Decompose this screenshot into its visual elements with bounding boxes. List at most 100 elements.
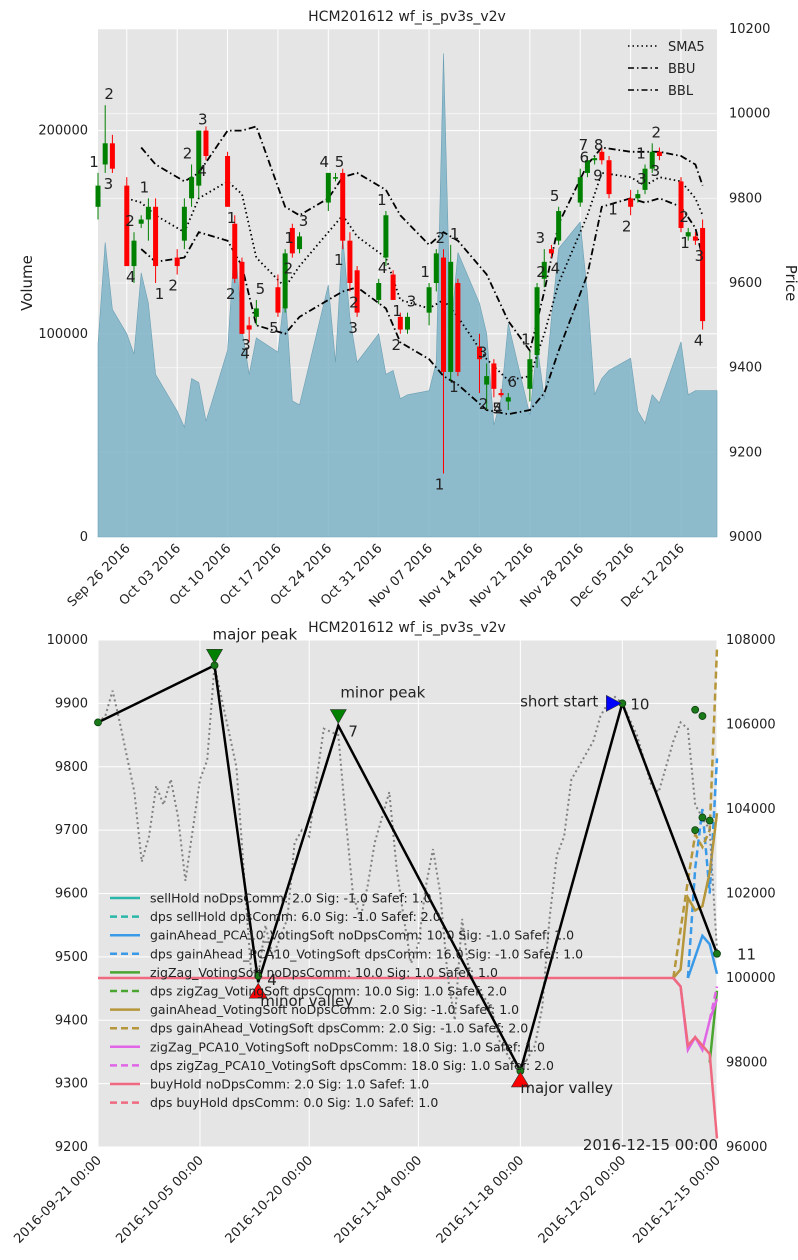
candle-label: 5 — [492, 399, 502, 417]
candle-label: 2 — [436, 229, 446, 247]
candle-body — [527, 359, 533, 389]
annotations: major peak minor valley 4 minor peak 7 major … — [213, 625, 757, 1097]
legend-item: dps sellHold dpsComm: 6.0 Sig: -1.0 Safe… — [150, 909, 441, 924]
candle-label: 6 — [507, 373, 517, 391]
candle-label: 1 — [377, 191, 387, 209]
candle-body — [246, 325, 252, 330]
legend-item: zigZag_VotingSoft noDpsComm: 10.0 Sig: 1… — [150, 965, 498, 980]
candle-body — [541, 261, 547, 279]
candle-label: 1 — [284, 229, 294, 247]
annotation-4: 4 — [267, 971, 277, 989]
candle-label: 4 — [694, 332, 704, 350]
candle-label: 2 — [622, 217, 632, 235]
candle-body — [347, 240, 353, 283]
candle-body — [109, 143, 115, 169]
candle-body — [685, 232, 691, 237]
candle-body — [232, 223, 238, 279]
candle-body — [455, 283, 461, 372]
candle-body — [124, 185, 130, 267]
candle-body — [642, 168, 648, 190]
candle-body — [354, 270, 360, 313]
legend-item-bbu: BBU — [668, 62, 695, 77]
candle-body — [138, 219, 144, 224]
candle-label: 1 — [521, 331, 531, 349]
candle-body — [556, 211, 562, 241]
y2-tick-label: 9400 — [729, 361, 762, 376]
candle-label: 3 — [198, 111, 208, 129]
candle-label: 1 — [449, 378, 459, 396]
annotation-short-start: short start — [520, 692, 598, 710]
candle-label: 6 — [579, 149, 589, 167]
y2-tick-label: 104000 — [726, 802, 776, 817]
candle-label: 2 — [104, 85, 114, 103]
right-triangle-marker — [606, 694, 622, 712]
candle-body — [498, 393, 504, 396]
equity-series — [98, 648, 719, 1139]
candle-label: 3 — [535, 229, 545, 247]
y2-tick-label: 96000 — [726, 1140, 767, 1155]
series-line-9 — [708, 986, 719, 1021]
candle-label: 4 — [320, 153, 330, 171]
candle-label: 1 — [334, 251, 344, 269]
candle-label: 4 — [493, 399, 503, 417]
candle-body — [340, 172, 346, 241]
signal-dot — [698, 712, 707, 720]
candle-body — [484, 376, 490, 385]
y-tick-label: 200000 — [38, 124, 88, 139]
candle-label: 2 — [168, 277, 178, 295]
candle-body — [606, 160, 612, 195]
up-triangle-marker — [510, 1071, 530, 1088]
legend: sellHold noDpsComm: 2.0 Sig: -1.0 Safef:… — [110, 891, 583, 1110]
annotation-10: 10 — [630, 695, 649, 713]
candle-label: 2 — [226, 285, 236, 303]
candle-body — [635, 194, 641, 199]
y2-tick-label: 9000 — [729, 530, 762, 545]
chart-title: HCM201612 wf_is_pv3s_v2v — [308, 620, 506, 636]
price-line — [97, 665, 718, 1073]
candle-label: 5 — [550, 187, 560, 205]
y2-tick-label: 9600 — [729, 276, 762, 291]
candle-body — [102, 143, 108, 165]
candle-label: 3 — [695, 247, 705, 265]
candle-label: 2 — [392, 336, 402, 354]
y2-tick-label: 9200 — [729, 445, 762, 460]
y2-tick-label: 10000 — [729, 107, 770, 122]
legend-item: gainAhead_PCA10_VotingSoft noDpsComm: 10… — [150, 928, 574, 943]
candle-body — [649, 151, 655, 169]
y-axis-label: Volume — [18, 255, 36, 311]
legend-item-bbl: BBL — [668, 84, 694, 99]
signal-dot — [94, 718, 102, 727]
signal-dot — [691, 705, 700, 714]
candle-label: 2 — [349, 293, 359, 311]
y-tick-label: 9200 — [55, 1140, 88, 1155]
candle-body — [376, 283, 382, 300]
series-line-2 — [686, 933, 719, 979]
candle-label: 3 — [241, 336, 251, 354]
series-line-7 — [672, 648, 719, 979]
candle-body — [333, 177, 339, 179]
legend-item: gainAhead_VotingSoft noDpsComm: 2.0 Sig:… — [150, 1002, 519, 1017]
candle-label: 4 — [197, 162, 207, 180]
candle-body — [131, 240, 137, 267]
y-tick-label: 9900 — [55, 696, 88, 711]
series-line-10 — [98, 976, 719, 1139]
annotation-11: 11 — [737, 946, 756, 964]
volume-area — [97, 53, 718, 538]
signal-dot — [713, 949, 721, 958]
candle-body — [390, 274, 396, 300]
signal-dot — [254, 971, 263, 980]
candle-label: 1 — [392, 302, 402, 320]
y2-tick-label: 9800 — [729, 191, 762, 206]
annotation-minor-peak: minor peak — [340, 684, 425, 702]
signal-dot — [691, 826, 700, 835]
candle-body — [189, 177, 195, 199]
candle-label: 4 — [240, 344, 250, 362]
candle-body — [196, 130, 202, 186]
up-triangle-marker — [248, 982, 268, 999]
candle-body — [282, 253, 288, 309]
candle-body — [548, 249, 554, 254]
y-tick-label: 9300 — [55, 1077, 88, 1092]
